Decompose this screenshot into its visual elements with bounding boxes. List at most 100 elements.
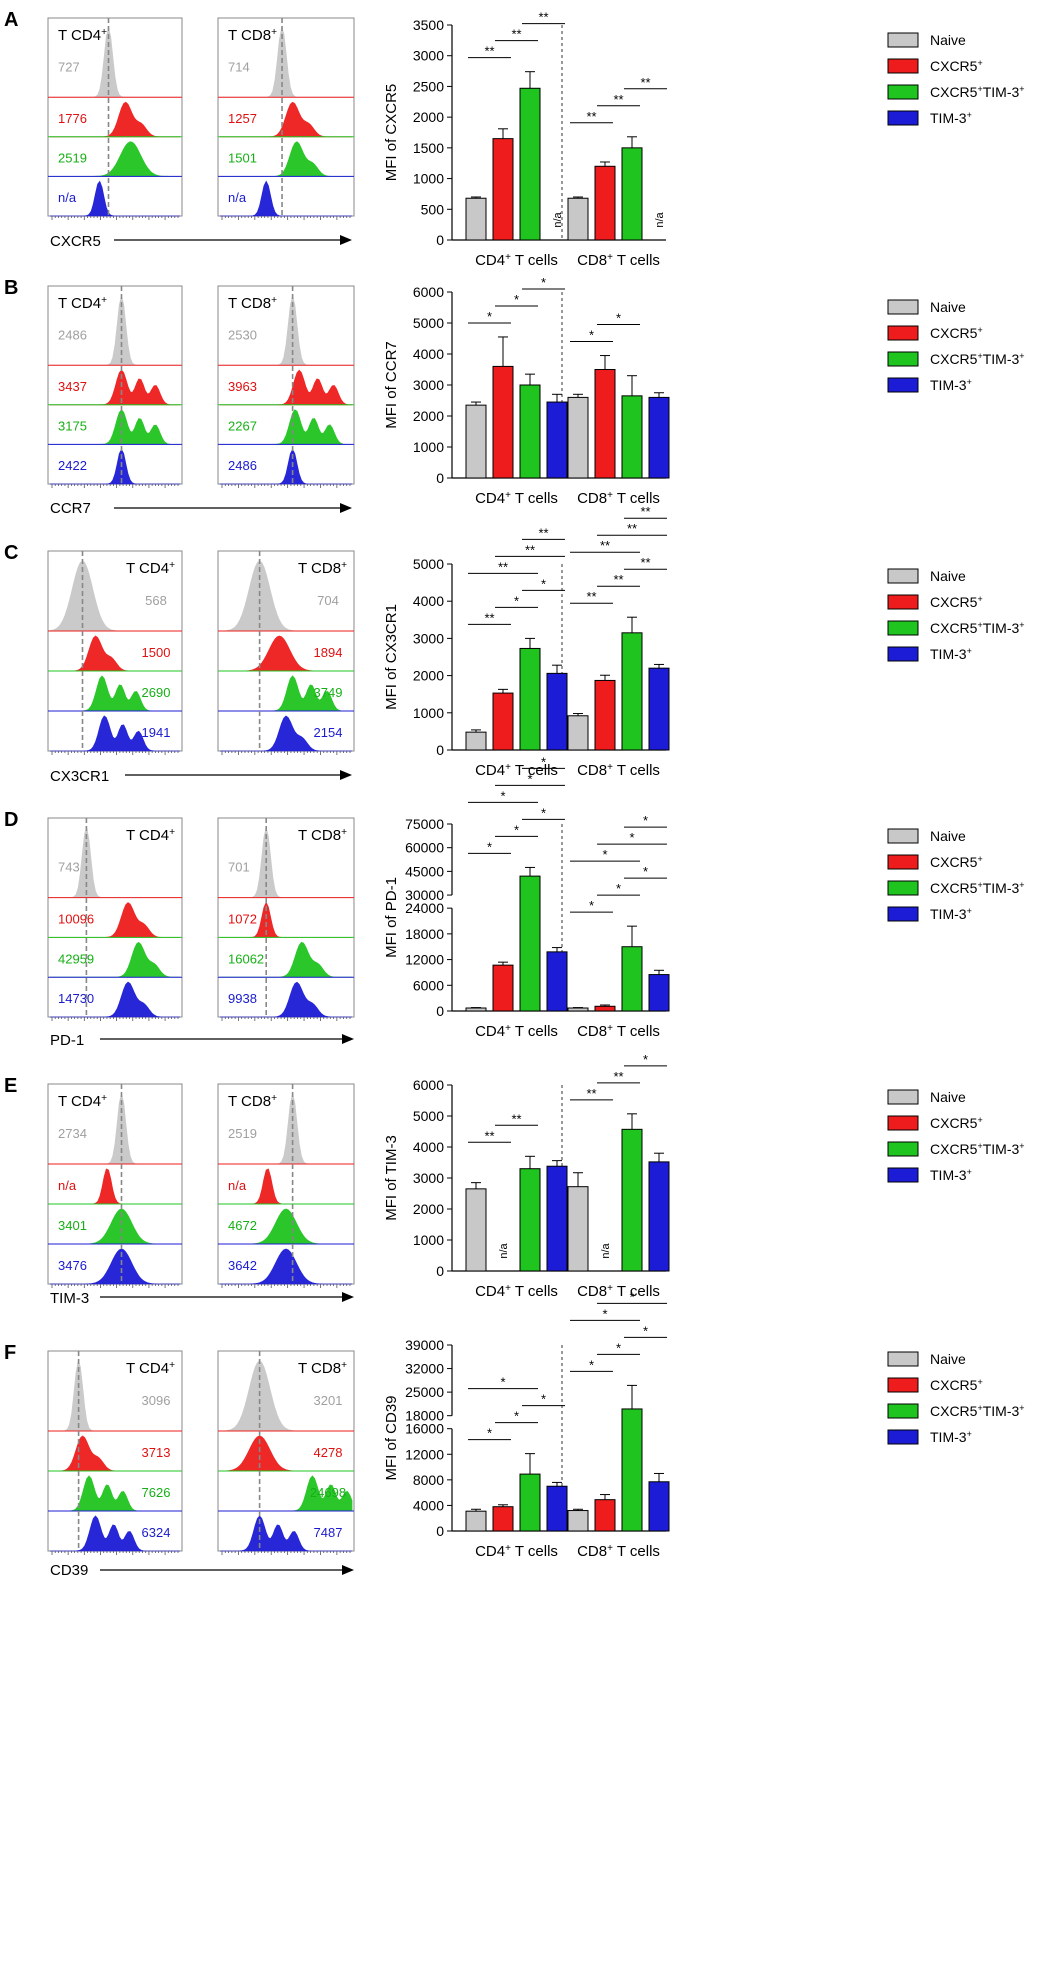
y-tick-label: 0 bbox=[436, 1523, 444, 1539]
sig-marker: ** bbox=[613, 92, 623, 107]
bar bbox=[594, 679, 616, 751]
bar bbox=[621, 395, 643, 479]
histogram-curve bbox=[50, 448, 180, 485]
y-tick-label: 3000 bbox=[413, 630, 444, 646]
mfi-value: 3749 bbox=[314, 685, 343, 700]
legend-label: TIM-3+ bbox=[930, 906, 972, 922]
y-tick-label: 18000 bbox=[405, 1408, 444, 1424]
y-tick-label: 6000 bbox=[413, 977, 444, 993]
legend-swatch bbox=[887, 377, 919, 393]
sig-marker: ** bbox=[586, 109, 596, 124]
legend-swatch bbox=[887, 32, 919, 48]
legend-label: CXCR5+TIM-3+ bbox=[930, 1141, 1025, 1157]
legend-label: CXCR5+ bbox=[930, 325, 983, 341]
mfi-value: 727 bbox=[58, 59, 80, 74]
y-tick-label: 6000 bbox=[413, 1077, 444, 1093]
y-tick-label: 12000 bbox=[405, 952, 444, 968]
y-axis-label: MFI of CCR7 bbox=[383, 341, 400, 429]
sig-marker: ** bbox=[538, 525, 548, 540]
sig-marker: * bbox=[629, 1289, 634, 1304]
y-axis-label: MFI of PD-1 bbox=[383, 877, 400, 958]
mfi-value: 7487 bbox=[314, 1525, 343, 1540]
mfi-value: 9938 bbox=[228, 991, 257, 1006]
bar bbox=[621, 946, 643, 1012]
histogram-curve bbox=[220, 715, 352, 752]
bar bbox=[519, 1473, 541, 1532]
marker-arrowhead bbox=[340, 770, 352, 780]
y-tick-label: 0 bbox=[436, 1003, 444, 1019]
y-axis-label: MFI of CD39 bbox=[383, 1395, 400, 1480]
y-tick-label: 30000 bbox=[405, 887, 444, 903]
histogram-title-cd8: T CD8+ bbox=[298, 1360, 347, 1378]
y-tick-label: 2000 bbox=[413, 1201, 444, 1217]
bar bbox=[519, 87, 541, 241]
sig-marker: * bbox=[514, 822, 519, 837]
sig-marker: ** bbox=[511, 27, 521, 42]
marker-label: CXCR5 bbox=[50, 233, 101, 250]
y-tick-label: 3000 bbox=[413, 48, 444, 64]
legend-swatch bbox=[887, 568, 919, 584]
group-label: CD4+ T cells bbox=[475, 1023, 558, 1041]
bar bbox=[492, 964, 514, 1012]
panel-letter: E bbox=[4, 1075, 17, 1097]
sig-marker: * bbox=[616, 881, 621, 896]
sig-marker: * bbox=[643, 1323, 648, 1338]
sig-marker: * bbox=[500, 788, 505, 803]
bar bbox=[492, 692, 514, 751]
sig-marker: * bbox=[514, 1409, 519, 1424]
sig-marker: * bbox=[487, 309, 492, 324]
mfi-value: 14730 bbox=[58, 991, 94, 1006]
mfi-value: 1072 bbox=[228, 911, 257, 926]
sig-marker: * bbox=[629, 830, 634, 845]
group-label: CD4+ T cells bbox=[475, 490, 558, 508]
mfi-value: 2486 bbox=[228, 458, 257, 473]
bar bbox=[492, 365, 514, 479]
legend-label: CXCR5+TIM-3+ bbox=[930, 880, 1025, 896]
histogram-curve bbox=[220, 981, 352, 1018]
mfi-value: 2422 bbox=[58, 458, 87, 473]
mfi-value: 2519 bbox=[58, 151, 87, 166]
sig-marker: * bbox=[616, 1340, 621, 1355]
bar bbox=[546, 1165, 568, 1272]
sig-marker: ** bbox=[525, 542, 535, 557]
bar bbox=[648, 1161, 670, 1272]
sig-marker: ** bbox=[586, 1086, 596, 1101]
y-tick-label: 45000 bbox=[405, 863, 444, 879]
marker-arrowhead bbox=[340, 235, 352, 245]
bar bbox=[492, 1506, 514, 1532]
y-tick-label: 60000 bbox=[405, 840, 444, 856]
sig-marker: ** bbox=[613, 1069, 623, 1084]
mfi-value: 1257 bbox=[228, 111, 257, 126]
mfi-value: 42959 bbox=[58, 951, 94, 966]
histogram-title-cd4: T CD4+ bbox=[126, 1360, 175, 1378]
bar bbox=[465, 1510, 487, 1532]
mfi-value: 2519 bbox=[228, 1126, 257, 1141]
y-tick-label: 2000 bbox=[413, 109, 444, 125]
y-tick-label: 18000 bbox=[405, 926, 444, 942]
y-tick-label: 24000 bbox=[405, 900, 444, 916]
bar bbox=[465, 1188, 487, 1272]
bar bbox=[546, 672, 568, 751]
bar bbox=[465, 1007, 487, 1012]
y-tick-label: 4000 bbox=[413, 1139, 444, 1155]
bar bbox=[567, 396, 589, 479]
y-tick-label: 2000 bbox=[413, 668, 444, 684]
legend-label: Naive bbox=[930, 299, 966, 315]
legend-swatch bbox=[887, 1377, 919, 1393]
na-label: n/a bbox=[600, 1242, 612, 1258]
y-tick-label: 3000 bbox=[413, 377, 444, 393]
sig-marker: ** bbox=[586, 589, 596, 604]
y-tick-label: 500 bbox=[421, 201, 445, 217]
y-tick-label: 2000 bbox=[413, 408, 444, 424]
bar bbox=[519, 1168, 541, 1272]
legend-label: Naive bbox=[930, 1089, 966, 1105]
marker-label: CCR7 bbox=[50, 500, 91, 517]
marker-arrowhead bbox=[342, 1565, 354, 1575]
na-label: n/a bbox=[498, 1242, 510, 1258]
bar bbox=[567, 1007, 589, 1012]
legend-label: Naive bbox=[930, 828, 966, 844]
histogram-title-cd4: T CD4+ bbox=[126, 827, 175, 845]
mfi-value: n/a bbox=[228, 1178, 247, 1193]
mfi-value: 3096 bbox=[142, 1393, 171, 1408]
histogram-curve bbox=[50, 1515, 180, 1552]
